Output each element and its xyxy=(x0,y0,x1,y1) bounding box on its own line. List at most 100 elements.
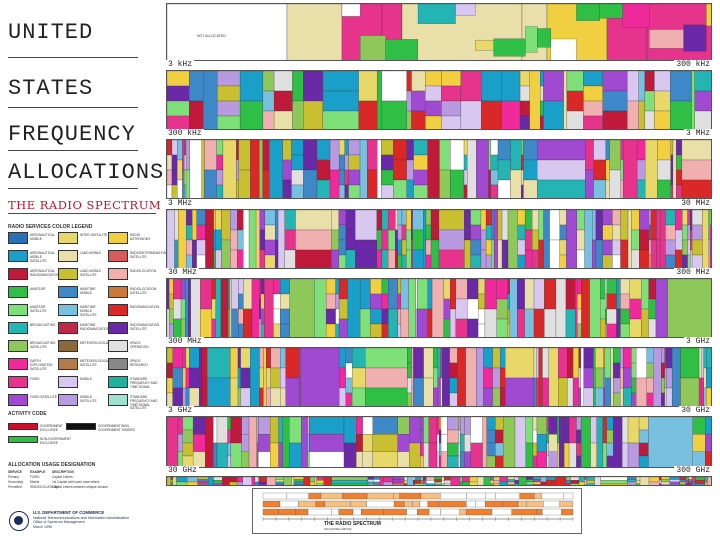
allocation-block xyxy=(238,279,244,295)
allocation-block xyxy=(622,442,629,467)
legend-swatch xyxy=(8,394,28,406)
allocation-block xyxy=(657,159,671,181)
allocation-block xyxy=(464,239,471,268)
allocation-block xyxy=(238,140,251,171)
allocation-block xyxy=(282,159,292,181)
allocation-block xyxy=(449,392,458,406)
allocation-block xyxy=(572,348,579,379)
allocation-block xyxy=(280,323,290,337)
allocation-block xyxy=(258,451,271,467)
allocation-block xyxy=(196,224,206,241)
allocation-block xyxy=(641,279,649,310)
allocation-block xyxy=(167,71,190,87)
allocation-block xyxy=(544,279,557,310)
allocation-block xyxy=(331,210,340,231)
allocation-block xyxy=(620,279,630,295)
allocation-block xyxy=(490,184,499,198)
allocation-block xyxy=(216,140,224,156)
allocation-block xyxy=(687,224,691,241)
allocation-block xyxy=(532,429,538,444)
allocation-block xyxy=(383,477,393,483)
allocation-block xyxy=(583,71,603,87)
allocation-block xyxy=(576,429,582,444)
allocation-block xyxy=(486,417,496,431)
allocation-block xyxy=(259,367,264,389)
allocation-block xyxy=(275,484,285,485)
allocation-block xyxy=(186,210,193,226)
allocation-block xyxy=(437,377,441,406)
allocation-block xyxy=(440,348,443,379)
legend-label: SPACE OPERATION xyxy=(130,341,149,349)
legend-item: AERONAUTICAL MOBILE xyxy=(8,232,56,252)
allocation-block xyxy=(284,229,296,251)
allocation-block xyxy=(278,442,283,467)
allocation-block xyxy=(564,442,570,467)
allocation-block xyxy=(427,308,433,337)
allocation-block xyxy=(540,71,544,87)
allocation-block xyxy=(521,169,524,186)
allocation-block xyxy=(377,140,382,198)
legend-item: EARTH EXPLORATION SATELLITE xyxy=(8,358,56,378)
allocation-block xyxy=(322,110,359,129)
allocation-block xyxy=(606,308,617,325)
allocation-block xyxy=(533,481,541,485)
allocation-block xyxy=(447,429,459,444)
allocation-block xyxy=(189,71,204,102)
band-start-label: 3 MHz xyxy=(166,199,195,208)
allocation-block xyxy=(659,477,662,481)
allocation-block xyxy=(602,224,613,241)
legend-label: FIXED SATELLITE xyxy=(30,395,57,399)
legend-item: LAND MOBILE SATELLITE xyxy=(58,268,106,288)
allocation-block xyxy=(603,367,606,389)
allocation-block xyxy=(207,348,231,379)
allocation-block xyxy=(423,348,434,379)
legend-item: MARITIME RADIONAVIGATION xyxy=(58,322,109,342)
allocation-block xyxy=(629,279,642,300)
allocation-block xyxy=(526,484,534,485)
allocation-block xyxy=(656,210,661,241)
allocation-block xyxy=(177,434,183,452)
allocation-block xyxy=(259,387,264,406)
band-end-label: 3 GHz xyxy=(683,337,712,346)
allocation-block xyxy=(211,298,216,320)
allocation-block xyxy=(690,229,693,251)
allocation-block xyxy=(222,477,230,485)
allocation-block xyxy=(372,417,398,435)
allocation-block xyxy=(420,429,424,444)
allocation-block xyxy=(250,140,260,198)
overview-block xyxy=(465,508,493,516)
allocation-block xyxy=(228,279,231,310)
allocation-block xyxy=(207,477,214,485)
allocation-block xyxy=(248,210,257,268)
legend-item: INTER-SATELLITE xyxy=(58,232,107,252)
allocation-block xyxy=(623,348,632,369)
allocation-block xyxy=(631,210,640,231)
allocation-block xyxy=(600,477,628,481)
allocation-block xyxy=(529,71,541,129)
allocation-block xyxy=(596,417,604,467)
allocation-block xyxy=(691,254,703,268)
allocation-block xyxy=(422,480,427,484)
allocation-block xyxy=(499,477,509,483)
allocation-block xyxy=(500,387,506,406)
allocation-block xyxy=(203,71,218,129)
allocation-block xyxy=(230,348,239,379)
allocation-block xyxy=(694,71,711,92)
allocation-block xyxy=(603,348,606,369)
allocation-block xyxy=(236,140,239,161)
allocation-block xyxy=(192,434,206,452)
allocation-block xyxy=(338,140,345,156)
allocation-block xyxy=(676,154,683,171)
allocation-block xyxy=(222,140,237,198)
allocation-block xyxy=(376,71,382,129)
overview-block xyxy=(331,508,340,516)
allocation-block xyxy=(180,318,186,337)
legend-label: AMATEUR xyxy=(30,287,46,291)
allocation-block xyxy=(395,249,398,268)
allocation-block xyxy=(397,239,403,256)
allocation-block xyxy=(291,169,304,186)
allocation-block xyxy=(648,298,657,320)
allocation-block xyxy=(497,239,503,268)
allocation-block xyxy=(397,417,410,435)
allocation-block xyxy=(496,279,509,300)
